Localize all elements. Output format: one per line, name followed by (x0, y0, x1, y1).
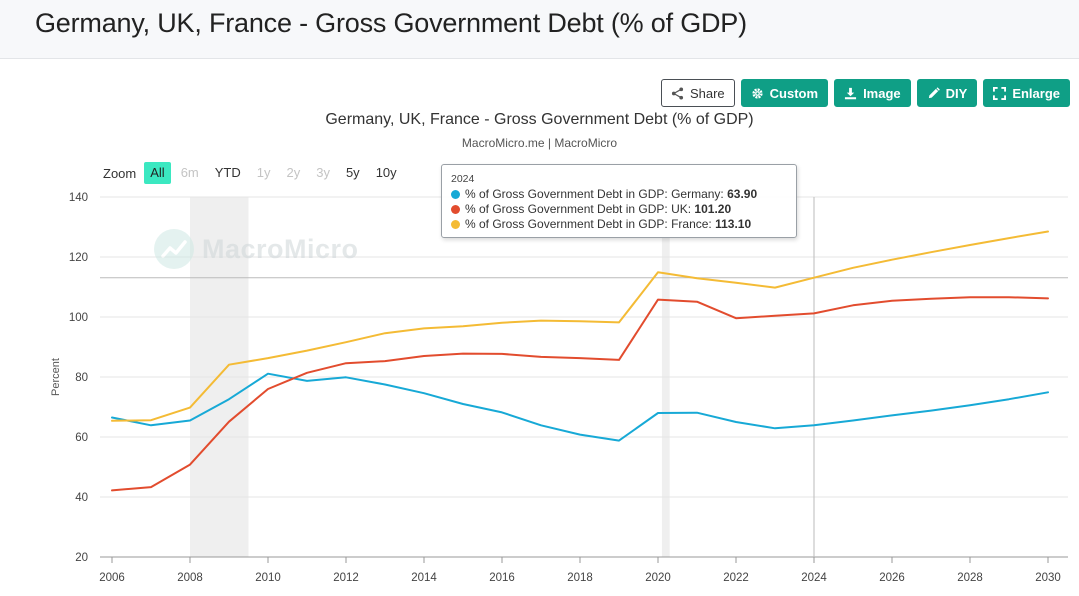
y-axis-label: Percent (50, 358, 62, 396)
x-tick-label: 2024 (801, 572, 827, 584)
page-header: Germany, UK, France - Gross Government D… (0, 0, 1079, 59)
enlarge-label: Enlarge (1012, 85, 1060, 101)
x-tick-label: 2016 (489, 572, 515, 584)
axes (100, 556, 1068, 563)
zoom-6m-button[interactable]: 6m (180, 165, 199, 180)
zoom-3y-button[interactable]: 3y (316, 165, 330, 180)
share-button[interactable]: Share (660, 79, 735, 107)
y-tick-label: 40 (75, 492, 88, 504)
zoom-bar: Zoom All 6m YTD 1y 2y 3y 5y 10y (103, 162, 407, 184)
zoom-2y-button[interactable]: 2y (286, 165, 301, 180)
x-tick-label: 2012 (333, 572, 359, 584)
download-icon (844, 87, 857, 100)
chart-title: Germany, UK, France - Gross Government D… (325, 111, 754, 128)
tooltip-row-france: % of Gross Government Debt in GDP: Franc… (451, 217, 787, 232)
custom-label: Custom (769, 85, 819, 101)
y-tick-label: 100 (69, 312, 88, 324)
custom-button[interactable]: Custom (740, 79, 829, 107)
zoom-5y-button[interactable]: 5y (345, 165, 360, 180)
y-tick-label: 80 (75, 372, 88, 384)
france-dot-icon (451, 220, 460, 229)
x-tick-label: 2018 (567, 572, 593, 584)
diy-label: DIY (945, 85, 968, 101)
tooltip-row-germany: % of Gross Government Debt in GDP: Germa… (451, 187, 787, 202)
tooltip-row-label: % of Gross Government Debt in GDP: Germa… (465, 187, 728, 201)
gear-icon (751, 87, 764, 100)
x-tick-label: 2008 (177, 572, 203, 584)
x-tick-label: 2006 (99, 572, 125, 584)
watermark: MacroMicro (154, 229, 359, 269)
enlarge-button[interactable]: Enlarge (983, 79, 1070, 107)
x-tick-label: 2014 (411, 572, 437, 584)
pencil-icon (927, 86, 940, 100)
tooltip: 2024 % of Gross Government Debt in GDP: … (441, 164, 797, 238)
x-tick-label: 2028 (957, 572, 983, 584)
chart-subtitle: MacroMicro.me | MacroMicro (461, 136, 618, 150)
tooltip-row-uk: % of Gross Government Debt in GDP: UK: 1… (451, 202, 787, 217)
crosshair (100, 197, 1068, 557)
page-title: Germany, UK, France - Gross Government D… (35, 8, 747, 38)
zoom-label: Zoom (103, 165, 137, 181)
tooltip-row-label: % of Gross Government Debt in GDP: Franc… (465, 217, 716, 231)
chart-toolbar: Share Custom Image DIY Enlarge (660, 79, 1070, 107)
y-tick-label: 120 (69, 252, 88, 264)
x-tick-label: 2030 (1035, 572, 1061, 584)
diy-button[interactable]: DIY (916, 79, 978, 107)
y-tick-label: 20 (75, 552, 88, 564)
x-tick-label: 2022 (723, 572, 749, 584)
zoom-1y-button[interactable]: 1y (256, 165, 271, 180)
watermark-text: MacroMicro (202, 233, 359, 264)
uk-dot-icon (451, 205, 460, 214)
series-line-france (111, 230, 1049, 422)
x-tick-labels: 2006 2008 2010 2012 2014 2016 2018 2020 2022 2024… (99, 572, 1061, 584)
tooltip-row-label: % of Gross Government Debt in GDP: UK: (465, 202, 695, 216)
tooltip-header: 2024 (451, 173, 475, 185)
macromicro-logo-icon (154, 229, 194, 269)
zoom-10y-button[interactable]: 10y (375, 165, 397, 180)
image-button[interactable]: Image (834, 79, 911, 107)
series-line-uk (111, 296, 1049, 492)
tooltip-row-value: 63.90 (727, 187, 758, 201)
germany-dot-icon (451, 190, 460, 199)
tooltip-row-value: 101.20 (694, 202, 732, 216)
zoom-ytd-button[interactable]: YTD (214, 165, 241, 180)
image-label: Image (863, 85, 901, 101)
tooltip-row-value: 113.10 (715, 217, 752, 231)
expand-icon (993, 86, 1007, 100)
share-label: Share (689, 85, 725, 101)
share-icon (671, 86, 684, 100)
x-tick-label: 2020 (645, 572, 671, 584)
series-line-germany (111, 372, 1049, 442)
y-tick-labels: 20 40 60 80 100 120 140 (69, 192, 88, 564)
x-tick-label: 2026 (879, 572, 905, 584)
y-tick-label: 60 (75, 432, 88, 444)
x-tick-label: 2010 (255, 572, 281, 584)
y-tick-label: 140 (69, 192, 88, 204)
series-lines (111, 230, 1049, 492)
zoom-all-button[interactable]: All (144, 162, 171, 184)
